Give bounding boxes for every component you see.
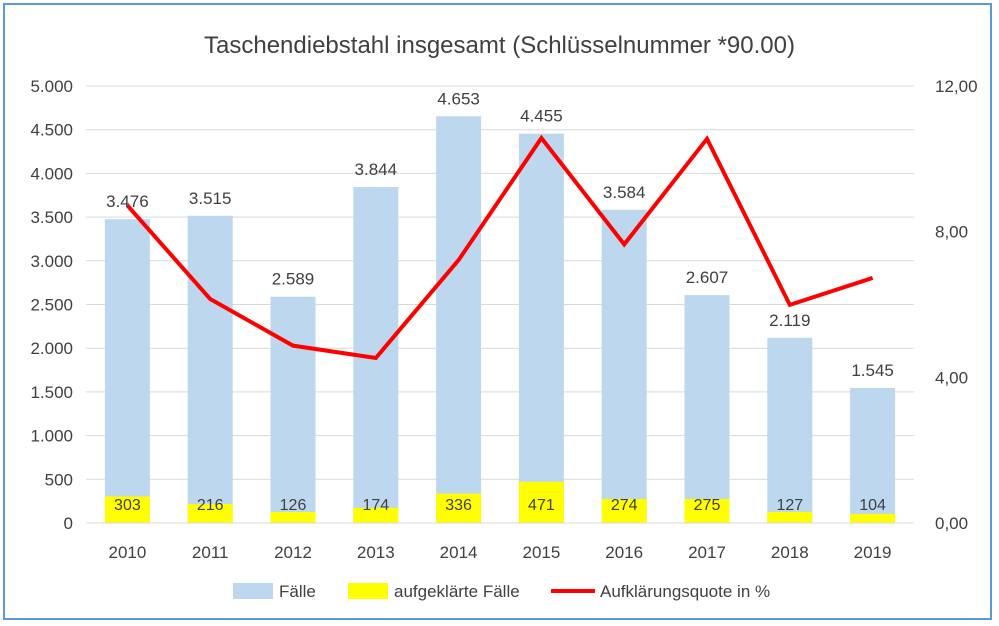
- bar-faelle: [767, 337, 813, 523]
- x-tick-label: 2015: [522, 543, 560, 562]
- bar-aufgeklaerte-faelle: [104, 496, 150, 523]
- y-left-tick-label: 2.500: [30, 296, 73, 315]
- data-label-aufgeklaerte-faelle: 336: [445, 497, 472, 514]
- y-right-tick-label: 8,00: [935, 223, 968, 242]
- data-label-aufgeklaerte-faelle: 174: [362, 497, 389, 514]
- bar-faelle: [270, 296, 316, 523]
- data-label-faelle: 3.584: [603, 183, 646, 202]
- y-left-tick-label: 3.500: [30, 208, 73, 227]
- x-tick-label: 2012: [274, 543, 312, 562]
- data-label-faelle: 3.515: [189, 189, 232, 208]
- bar-faelle: [436, 116, 482, 524]
- data-label-faelle: 2.589: [272, 270, 315, 289]
- y-left-tick-label: 4.500: [30, 121, 73, 140]
- legend-swatch-faelle: [233, 583, 273, 599]
- data-label-faelle: 2.607: [686, 268, 729, 287]
- bar-aufgeklaerte-faelle: [767, 511, 813, 523]
- data-label-aufgeklaerte-faelle: 216: [197, 497, 224, 514]
- x-tick-label: 2019: [854, 543, 892, 562]
- legend-swatch-aufgeklaerte-faelle: [348, 583, 388, 599]
- bar-aufgeklaerte-faelle: [353, 507, 399, 523]
- data-label-faelle: 3.844: [355, 160, 398, 179]
- bar-faelle: [518, 133, 564, 523]
- data-label-aufgeklaerte-faelle: 303: [114, 497, 141, 514]
- x-tick-label: 2011: [192, 543, 229, 562]
- data-label-faelle: 2.119: [769, 311, 810, 330]
- data-label-aufgeklaerte-faelle: 127: [776, 497, 803, 514]
- bar-aufgeklaerte-faelle: [270, 511, 316, 523]
- x-tick-label: 2010: [108, 543, 146, 562]
- bar-aufgeklaerte-faelle: [850, 513, 896, 523]
- data-label-aufgeklaerte-faelle: 275: [694, 497, 721, 514]
- legend-label-aufklaerungsquote: Aufklärungsquote in %: [600, 582, 770, 601]
- bar-aufgeklaerte-faelle: [601, 499, 647, 523]
- bar-faelle: [187, 215, 233, 523]
- x-tick-label: 2018: [771, 543, 809, 562]
- y-right-tick-label: 12,00: [935, 77, 978, 96]
- bar-faelle: [684, 295, 730, 523]
- y-left-tick-label: 500: [45, 470, 73, 489]
- data-label-aufgeklaerte-faelle: 471: [528, 497, 555, 514]
- y-left-tick-label: 1.500: [30, 383, 73, 402]
- data-label-faelle: 1.545: [851, 361, 894, 380]
- bar-aufgeklaerte-faelle: [684, 498, 730, 523]
- x-tick-label: 2016: [605, 543, 643, 562]
- y-left-tick-label: 4.000: [30, 164, 73, 183]
- y-left-tick-label: 5.000: [30, 77, 73, 96]
- y-left-tick-label: 2.000: [30, 339, 73, 358]
- chart-title: Taschendiebstahl insgesamt (Schlüsselnum…: [204, 32, 795, 59]
- y-left-tick-label: 3.000: [30, 252, 73, 271]
- y-right-tick-label: 0,00: [935, 514, 968, 533]
- bar-aufgeklaerte-faelle: [436, 493, 482, 523]
- data-label-aufgeklaerte-faelle: 126: [280, 497, 307, 514]
- bar-faelle: [601, 209, 647, 523]
- bar-faelle: [104, 219, 150, 523]
- y-right-tick-label: 4,00: [935, 368, 968, 387]
- data-label-faelle: 3.476: [106, 192, 149, 211]
- legend-label-faelle: Fälle: [279, 582, 316, 601]
- data-label-aufgeklaerte-faelle: 104: [859, 497, 886, 514]
- bar-faelle: [850, 387, 896, 523]
- x-tick-label: 2017: [688, 543, 726, 562]
- data-label-faelle: 4.653: [437, 89, 480, 108]
- bar-aufgeklaerte-faelle: [518, 481, 564, 523]
- x-tick-label: 2013: [357, 543, 395, 562]
- chart-frame: Taschendiebstahl insgesamt (Schlüsselnum…: [3, 3, 992, 620]
- chart-plot: 0 500 1.000 1.500 2.000 2.500 3.000 3.500 4.000 4…: [30, 77, 978, 601]
- data-label-aufgeklaerte-faelle: 274: [611, 497, 638, 514]
- bar-aufgeklaerte-faelle: [187, 504, 233, 523]
- legend-label-aufgeklaerte-faelle: aufgeklärte Fälle: [394, 582, 520, 601]
- data-label-faelle: 4.455: [520, 107, 563, 126]
- y-left-tick-label: 0: [64, 514, 73, 533]
- y-left-tick-label: 1.000: [30, 427, 73, 446]
- x-tick-label: 2014: [440, 543, 478, 562]
- line-aufklaerungsquote: [125, 134, 874, 361]
